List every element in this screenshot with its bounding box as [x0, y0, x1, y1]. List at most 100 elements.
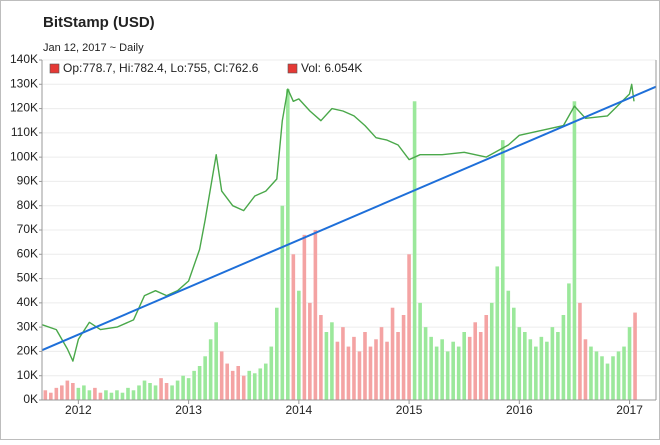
x-tick-label: 2012: [65, 403, 92, 417]
volume-bar: [120, 392, 125, 400]
volume-bar: [346, 346, 351, 400]
volume-bar: [181, 375, 185, 400]
volume-bar: [324, 332, 329, 400]
legend-label: Vol: 6.054K: [301, 61, 362, 75]
volume-bar: [341, 327, 345, 400]
volume-bar: [550, 327, 555, 400]
volume-bar: [308, 302, 312, 400]
volume-bar: [473, 322, 478, 400]
volume-bar: [423, 327, 428, 400]
volume-bar: [82, 385, 86, 400]
volume-bar: [517, 327, 522, 400]
volume-bar: [319, 315, 323, 400]
volume-bar: [622, 346, 626, 400]
legend-label: Op:778.7, Hi:782.4, Lo:755, Cl:762.6: [63, 61, 259, 75]
volume-bar: [192, 370, 196, 400]
volume-bar: [489, 302, 494, 400]
y-tick-label: 90K: [17, 174, 38, 188]
volume-bar: [137, 385, 141, 400]
volume-bar: [429, 336, 433, 400]
x-tick-label: 2016: [506, 403, 533, 417]
price-line: [41, 83, 635, 362]
volume-bar: [484, 315, 489, 400]
volume-bar: [297, 290, 301, 400]
volume-bar: [500, 140, 505, 400]
y-tick-label: 140K: [10, 52, 38, 66]
y-tick-label: 0K: [23, 392, 38, 406]
y-tick-label: 80K: [17, 198, 38, 212]
volume-bar: [495, 266, 500, 400]
y-tick-label: 110K: [11, 125, 38, 139]
volume-bar: [109, 392, 114, 400]
x-tick-label: 2013: [175, 403, 202, 417]
volume-bar: [478, 332, 483, 400]
volume-bar: [104, 390, 108, 400]
volume-bar: [98, 392, 103, 400]
volume-bar: [539, 336, 544, 400]
volume-bar: [600, 356, 604, 400]
volume-bar: [159, 378, 163, 400]
volume-bar: [385, 341, 389, 400]
volume-bar: [49, 392, 53, 400]
legend-marker: [287, 63, 298, 74]
volume-bar: [335, 341, 340, 400]
volume-bar: [379, 327, 384, 400]
volume-bar: [115, 390, 119, 400]
y-tick-label: 30K: [17, 319, 38, 333]
volume-bar: [434, 346, 439, 400]
volume-bar: [186, 378, 191, 400]
volume-bar: [616, 351, 621, 400]
chart-subtitle: Jan 12, 2017 ~ Daily: [43, 42, 144, 54]
volume-bar: [528, 339, 533, 400]
volume-bar: [357, 351, 362, 400]
volume-bar: [291, 254, 296, 400]
volume-bar: [445, 351, 450, 400]
volume-bar: [633, 312, 637, 400]
volume-bar: [467, 336, 472, 400]
volume-bar: [611, 356, 615, 400]
volume-bar: [230, 370, 235, 400]
volume-bar: [368, 346, 373, 400]
volume-bar: [390, 307, 395, 400]
volume-bar: [219, 351, 224, 400]
volume-bar: [594, 351, 599, 400]
volume-bar: [396, 332, 400, 400]
volume-bar: [131, 390, 136, 400]
volume-bar: [401, 315, 406, 400]
volume-bar: [418, 302, 422, 400]
legend: Op:778.7, Hi:782.4, Lo:755, Cl:762.6 Vol:…: [49, 61, 362, 75]
volume-bar: [164, 383, 169, 400]
volume-bar: [208, 339, 213, 400]
volume-bar: [451, 341, 455, 400]
y-tick-label: 100K: [10, 149, 38, 163]
volume-bar: [511, 307, 516, 400]
volume-bar: [175, 380, 180, 400]
volume-bar: [605, 363, 610, 400]
volume-bar: [54, 387, 59, 400]
volume-bar: [440, 339, 444, 400]
volume-bar: [241, 375, 246, 400]
volume-bar: [269, 346, 274, 400]
volume-bar: [126, 387, 130, 400]
volume-bar: [578, 302, 582, 400]
lines: [41, 83, 657, 362]
volume-bar: [407, 254, 411, 400]
volume-bar: [71, 383, 75, 400]
volume-bar: [374, 339, 378, 400]
y-tick-label: 20K: [17, 344, 38, 358]
volume-bar: [142, 380, 147, 400]
volume-bar: [506, 290, 511, 400]
volume-bar: [236, 366, 241, 400]
volume-bar: [170, 385, 174, 400]
volume-bar: [43, 390, 48, 400]
volume-bar: [567, 283, 571, 400]
volume-bar: [545, 341, 549, 400]
volume-bar: [572, 101, 577, 401]
x-tick-label: 2015: [396, 403, 423, 417]
volume-bar: [589, 346, 593, 400]
y-tick-label: 10K: [17, 368, 38, 382]
volume-bar: [76, 387, 81, 400]
volume-bar: [148, 383, 152, 400]
